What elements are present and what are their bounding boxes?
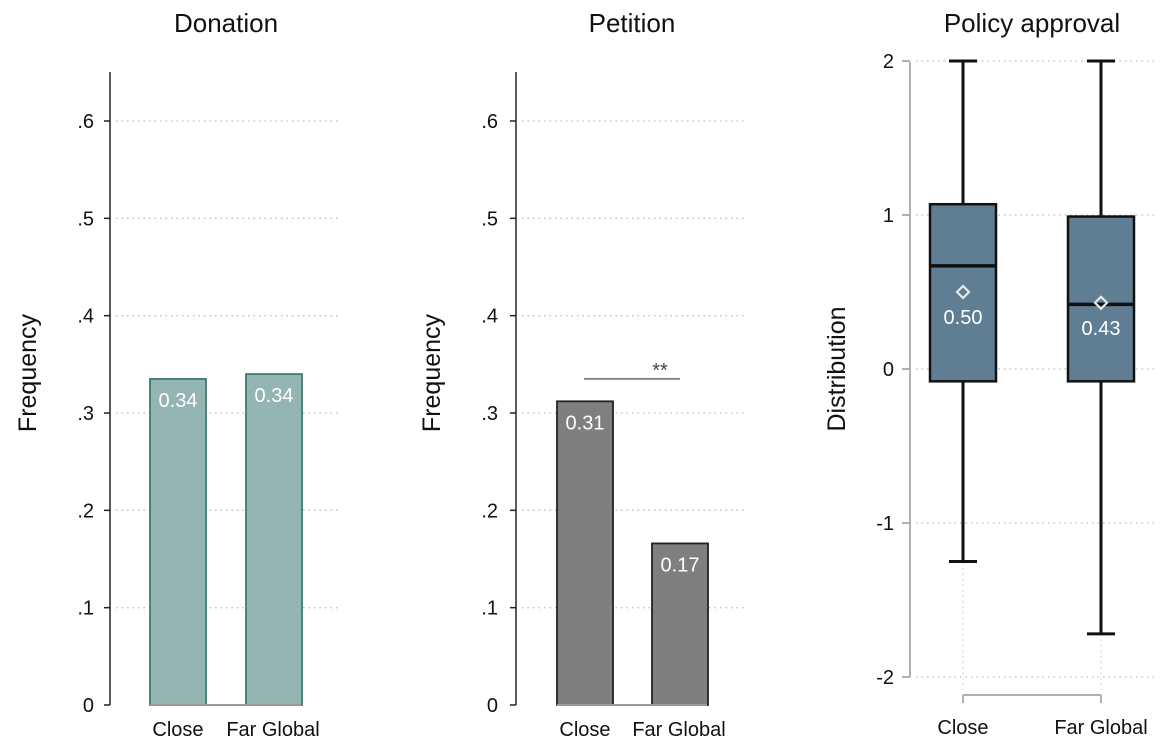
mean-marker bbox=[955, 284, 971, 300]
bar-close bbox=[556, 400, 614, 706]
petition-gridlines bbox=[522, 120, 745, 609]
donation-panel: Donation Frequency 0.1.2.3.4.5.6 0.34 0.3… bbox=[14, 8, 340, 741]
y-tick-label: .4 bbox=[481, 306, 498, 328]
y-tick-label: .6 bbox=[481, 111, 498, 133]
policy-approval-y-axis-label: Distribution bbox=[823, 306, 851, 431]
mean-marker bbox=[1093, 295, 1109, 311]
policy-approval-boxes: 0.50 0.43 bbox=[928, 59, 1136, 636]
iqr-box bbox=[1066, 215, 1136, 383]
y-tick-label: .5 bbox=[481, 208, 498, 230]
y-tick-label: .3 bbox=[77, 403, 94, 425]
y-tick-label: .1 bbox=[481, 598, 498, 620]
policy-approval-category-far-global: Far Global bbox=[1054, 717, 1147, 739]
box-far-global: 0.43 bbox=[1066, 59, 1136, 636]
donation-category-far-global: Far Global bbox=[226, 719, 319, 741]
y-tick-label: .4 bbox=[77, 306, 94, 328]
y-tick-label: -2 bbox=[876, 667, 894, 689]
y-tick-label: .3 bbox=[481, 403, 498, 425]
bar-value-label: 0.31 bbox=[566, 412, 605, 434]
petition-bars: 0.31 0.17 bbox=[556, 400, 709, 706]
y-tick-label: 1 bbox=[883, 205, 894, 227]
box-close: 0.50 bbox=[928, 59, 998, 563]
policy-approval-panel: Policy approval Distribution -2 -1 0 1 2 0.5… bbox=[823, 8, 1158, 739]
bar-value-label: 0.34 bbox=[255, 385, 294, 407]
petition-significance-label: ** bbox=[652, 360, 668, 382]
y-tick-label: 0 bbox=[83, 695, 94, 717]
y-tick-label: 0 bbox=[883, 359, 894, 381]
petition-title: Petition bbox=[589, 8, 676, 38]
donation-y-ticks: 0 .1 .2 .3 .4 .5 .6 bbox=[77, 111, 110, 717]
y-tick-label: .5 bbox=[77, 208, 94, 230]
donation-category-close: Close bbox=[152, 719, 203, 741]
bar-value-label: 0.34 bbox=[159, 390, 198, 412]
petition-category-far-global: Far Global bbox=[632, 719, 725, 741]
bar-close bbox=[149, 378, 207, 706]
petition-panel: Petition Frequency 0 .1 .2 .3 .4 .5 .6 0.31 0.1… bbox=[418, 8, 745, 741]
policy-approval-y-ticks: -2 -1 0 1 2 bbox=[876, 51, 910, 689]
donation-y-axis-label: Frequency bbox=[14, 313, 42, 432]
y-tick-label: 0 bbox=[487, 695, 498, 717]
mean-value-label: 0.50 bbox=[944, 307, 983, 329]
donation-title: Donation bbox=[174, 8, 278, 38]
petition-y-ticks: 0 .1 .2 .3 .4 .5 .6 bbox=[481, 111, 516, 717]
petition-y-axis-label: Frequency bbox=[418, 313, 446, 432]
bar-far-global bbox=[651, 542, 709, 706]
petition-category-close: Close bbox=[559, 719, 610, 741]
y-tick-label: .6 bbox=[77, 111, 94, 133]
policy-approval-category-close: Close bbox=[937, 717, 988, 739]
y-tick-label: .1 bbox=[77, 598, 94, 620]
iqr-box bbox=[928, 202, 998, 383]
y-tick-label: 2 bbox=[883, 51, 894, 73]
bar-far-global bbox=[245, 373, 303, 706]
y-tick-label: .2 bbox=[481, 500, 498, 522]
mean-value-label: 0.43 bbox=[1082, 318, 1121, 340]
y-tick-label: -1 bbox=[876, 513, 894, 535]
donation-bars: 0.34 0.34 bbox=[149, 373, 303, 706]
y-tick-label: .2 bbox=[77, 500, 94, 522]
bar-value-label: 0.17 bbox=[661, 554, 700, 576]
policy-approval-title: Policy approval bbox=[944, 8, 1120, 38]
